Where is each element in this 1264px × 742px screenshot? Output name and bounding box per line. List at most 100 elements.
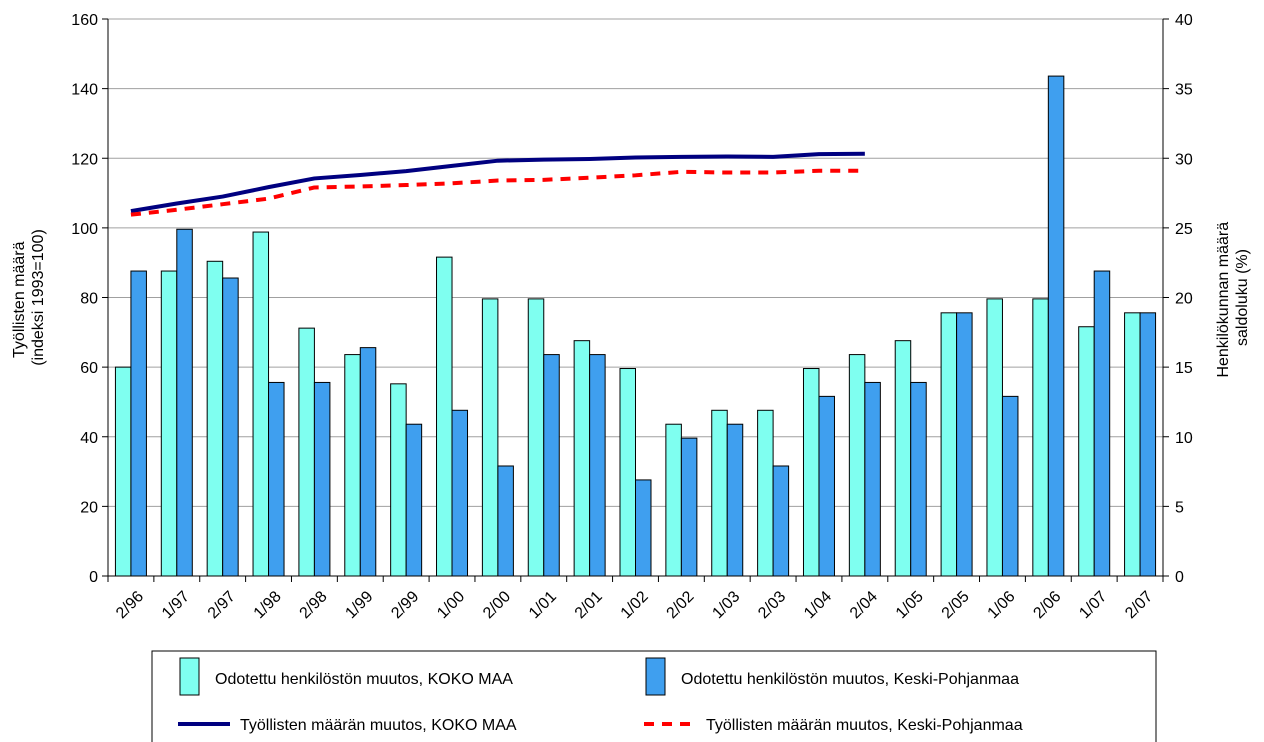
legend-label-bar-koko-maa: Odotettu henkilöstön muutos, KOKO MAA [215,671,513,688]
legend-label-line-koko-maa: Työllisten määrän muutos, KOKO MAA [240,717,517,734]
x-tick-label: 2/01 [572,588,606,622]
bar-koko-maa [757,409,774,577]
bar-keski-pohjanmaa [1001,395,1019,577]
bar-koko-maa [711,409,728,577]
x-axis-ticks: 2/96 1/97 2/97 1/98 2/98 1/99 2/99 1/00 2/00 1/01… [107,576,1164,622]
left-tick-label: 160 [71,12,98,29]
right-tick-label: 5 [1175,499,1184,516]
bar-keski-pohjanmaa [1047,75,1065,577]
left-tick-label: 40 [80,430,98,447]
left-tick-label: 0 [89,569,98,586]
bar-koko-maa [573,340,591,577]
bar-koko-maa [802,368,820,577]
x-tick-label: 1/99 [342,588,376,622]
bar-koko-maa [390,383,407,577]
legend-swatch-bar-keski-pohjanmaa [645,657,666,696]
bar-keski-pohjanmaa [130,270,147,577]
bar-koko-maa [619,368,636,577]
left-axis-title-line1: Työllisten määrä [11,241,28,358]
bar-keski-pohjanmaa [543,354,560,577]
bar-keski-pohjanmaa [956,312,973,577]
line-koko-maa [130,151,865,214]
bar-keski-pohjanmaa [864,381,881,577]
bar-koko-maa [665,423,682,577]
x-tick-label: 1/07 [1076,588,1110,622]
bar-koko-maa [1078,326,1095,577]
bar-keski-pohjanmaa [726,423,744,577]
bar-keski-pohjanmaa [818,395,835,577]
x-tick-label: 1/03 [709,588,743,622]
bar-koko-maa [206,260,224,577]
left-tick-label: 60 [80,360,98,377]
bar-koko-maa [160,270,178,577]
right-tick-label: 40 [1175,12,1193,29]
bar-keski-pohjanmaa [359,347,377,577]
bar-keski-pohjanmaa [176,228,193,577]
bar-keski-pohjanmaa [680,437,698,577]
right-tick-label: 20 [1175,291,1193,308]
x-tick-label: 1/97 [159,588,193,622]
legend: Odotettu henkilöstön muutos, KOKO MAA Od… [151,650,1157,742]
left-axis-title: Työllisten määrä (indeksi 1993=100) [11,229,47,366]
x-tick-label: 1/00 [434,588,468,622]
line-keski-pohjanmaa [130,168,865,217]
left-tick-label: 80 [80,291,98,308]
right-axis-title-line1: Henkilökunnan määrä [1215,222,1232,378]
left-axis-ticks: 0 20 40 60 80 100 120 140 160 [71,12,108,586]
bar-keski-pohjanmaa [772,465,790,577]
bar-koko-maa [1032,298,1049,577]
left-tick-label: 140 [71,82,98,99]
bar-koko-maa [436,256,453,577]
bar-koko-maa [114,366,132,577]
legend-label-bar-keski-pohjanmaa: Odotettu henkilöstön muutos, Keski-Pohja… [681,671,1019,688]
right-tick-label: 35 [1175,82,1193,99]
bar-koko-maa [986,298,1003,577]
right-tick-label: 10 [1175,430,1193,447]
right-axis-title: Henkilökunnan määrä saldoluku (%) [1215,217,1251,377]
x-tick-label: 2/02 [664,588,698,622]
x-tick-label: 2/03 [755,588,789,622]
bar-koko-maa [894,340,912,577]
x-tick-label: 2/97 [205,588,239,622]
x-tick-label: 1/01 [526,588,560,622]
bar-keski-pohjanmaa [635,479,652,577]
bar-keski-pohjanmaa [405,423,423,577]
bar-koko-maa [527,298,545,577]
bar-keski-pohjanmaa [451,409,469,577]
bar-koko-maa [481,298,499,577]
left-tick-label: 120 [71,151,98,168]
bar-keski-pohjanmaa [313,381,331,577]
bar-keski-pohjanmaa [222,277,239,577]
x-tick-label: 2/05 [939,588,973,622]
right-tick-label: 15 [1175,360,1193,377]
bar-koko-maa [344,354,361,577]
bar-koko-maa [298,327,315,577]
line-group [130,151,865,217]
bar-keski-pohjanmaa [589,354,606,577]
x-tick-label: 2/98 [297,588,331,622]
left-axis-title-line2: (indeksi 1993=100) [30,229,47,366]
x-tick-label: 2/00 [480,588,514,622]
right-tick-label: 0 [1175,569,1184,586]
legend-swatch-bar-koko-maa [179,657,200,696]
x-tick-label: 1/98 [251,588,285,622]
bar-koko-maa [848,354,866,577]
bar-koko-maa [940,312,958,577]
x-tick-label: 2/96 [113,588,147,622]
x-tick-label: 1/05 [893,588,927,622]
left-tick-label: 20 [80,499,98,516]
bar-group [114,75,1157,577]
x-tick-label: 2/04 [847,588,881,622]
bar-koko-maa [252,231,270,577]
legend-label-line-keski-pohjanmaa: Työllisten määrän muutos, Keski-Pohjanma… [706,717,1023,734]
right-tick-label: 30 [1175,151,1193,168]
x-tick-label: 1/02 [618,588,652,622]
right-tick-label: 25 [1175,221,1193,238]
bar-keski-pohjanmaa [1093,270,1111,577]
right-axis-title-line2: saldoluku (%) [1234,249,1251,346]
x-tick-label: 2/07 [1122,588,1156,622]
x-tick-label: 1/06 [985,588,1019,622]
bar-keski-pohjanmaa [497,465,514,577]
bar-keski-pohjanmaa [1139,312,1157,577]
